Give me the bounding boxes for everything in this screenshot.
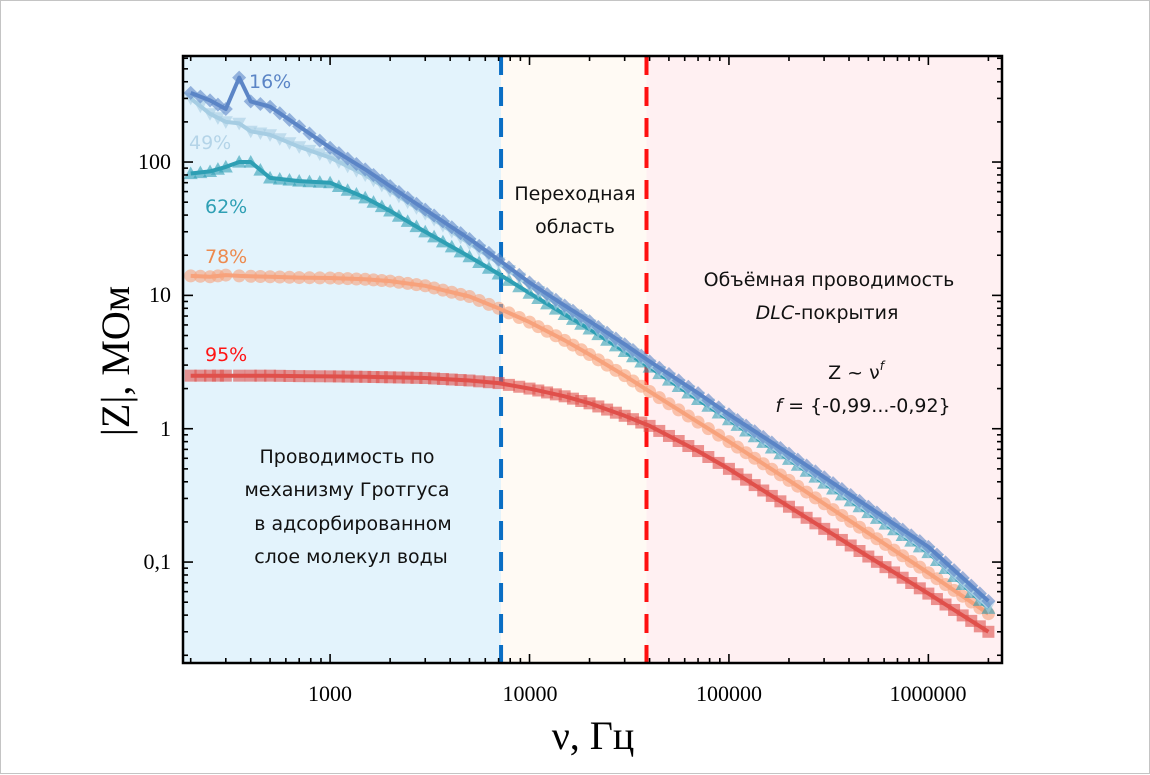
dlc-rest: -покрытия [794,302,898,324]
formula-rest: = {-0,99...-0,92} [782,395,951,417]
annotation-line: в адсорбированном [254,513,452,535]
series-label-16: 16% [249,71,291,93]
series-label-62: 62% [205,196,247,218]
formula-line-2: f = {-0,99...-0,92} [775,395,950,417]
x-tick-label: 1000 [308,681,352,706]
series-95pct [184,369,995,638]
formula-base: Z ~ ν [828,362,880,384]
annotation-line: Проводимость по [259,446,434,468]
bulk-annotation: Объёмная проводимость DLC-покрытия Z ~ ν… [704,269,955,417]
series-label-78: 78% [205,246,247,268]
series-line [190,373,990,634]
plot-frame [181,54,1004,665]
annotation-line: DLC-покрытия [756,302,899,324]
annotation-line: механизму Гротгуса [244,479,449,501]
annotation-line: область [535,216,615,238]
formula-line-1: Z ~ νf [828,359,886,384]
series-line [190,273,990,616]
y-tick-label: 100 [138,149,171,174]
x-tick-label: 1000000 [890,681,967,706]
formula-var: f [775,395,785,417]
x-tick-label: 10000 [503,681,558,706]
dlc-italic: DLC [756,302,795,324]
vlines-layer [499,56,649,663]
transition-annotation: Переходная область [514,183,635,238]
series-label-95: 95% [205,344,247,366]
axes-layer [181,54,1004,665]
y-axis-title: |Z|, МОм [93,286,138,436]
x-axis-title: ν, Гц [552,713,635,758]
annotation-line: Объёмная проводимость [704,269,955,291]
series-line [189,75,990,603]
grotthuss-annotation: Проводимость по механизму Гротгуса в адс… [244,446,451,568]
series-16pct [183,70,996,609]
annotation-line: слое молекул воды [254,546,448,568]
y-tick-label: 0,1 [144,549,172,574]
x-tick-label: 100000 [696,681,762,706]
y-tick-label: 10 [149,282,171,307]
series-78pct [184,268,995,621]
data-point [184,269,198,283]
data-point [184,369,197,382]
annotation-line: Переходная [514,183,635,205]
series-label-49: 49% [189,132,231,154]
series-layer [183,70,996,638]
region-transition [501,56,647,663]
y-tick-label: 1 [160,416,171,441]
formula-exponent: f [880,359,886,373]
